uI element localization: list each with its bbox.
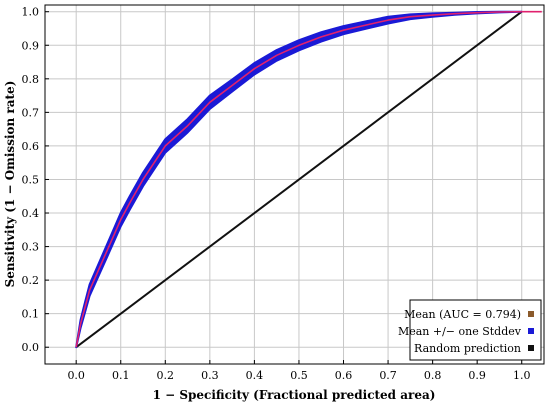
legend-label-mean: Mean (AUC = 0.794) — [404, 308, 521, 321]
y-axis-title: Sensitivity (1 − Omission rate) — [3, 81, 17, 288]
legend-marker-mean — [528, 311, 534, 317]
legend-label-stddev: Mean +/− one Stddev — [398, 325, 522, 338]
mean-roc-line — [75, 10, 522, 348]
y-tick-label: 0.2 — [22, 274, 40, 287]
x-tick-label: 0.1 — [112, 369, 130, 382]
legend-marker-random — [528, 345, 534, 351]
x-tick-label: 0.0 — [67, 369, 85, 382]
x-tick-label: 0.8 — [424, 369, 442, 382]
y-tick-label: 0.8 — [22, 73, 40, 86]
legend-marker-stddev — [528, 328, 534, 334]
legend-box — [409, 299, 542, 361]
x-tick-label: 1.0 — [513, 369, 531, 382]
y-tick-label: 0.5 — [22, 173, 40, 186]
x-tick-label: 0.4 — [246, 369, 264, 382]
y-axis-ticks: 0.0 0.1 0.2 0.3 0.4 0.5 0.6 0.7 0.8 0.9 1.0 — [22, 6, 49, 354]
y-tick-label: 0.0 — [22, 341, 40, 354]
y-tick-label: 0.3 — [22, 241, 40, 254]
y-tick-label: 0.6 — [22, 140, 40, 153]
x-tick-label: 0.3 — [201, 369, 219, 382]
x-tick-label: 0.2 — [157, 369, 175, 382]
x-tick-label: 0.6 — [335, 369, 353, 382]
y-tick-label: 0.9 — [22, 39, 40, 52]
random-prediction-line — [75, 10, 523, 349]
y-tick-label: 0.7 — [22, 106, 40, 119]
x-axis-ticks: 0.0 0.1 0.2 0.3 0.4 0.5 0.6 0.7 0.8 0.9 1.0 — [67, 360, 530, 382]
x-tick-label: 0.5 — [290, 369, 308, 382]
x-axis-title: 1 − Specificity (Fractional predicted ar… — [153, 388, 436, 402]
legend: Mean (AUC = 0.794) Mean +/− one Stddev R… — [398, 299, 542, 361]
y-tick-label: 0.4 — [22, 207, 40, 220]
y-tick-label: 1.0 — [22, 6, 40, 19]
x-tick-label: 0.9 — [468, 369, 486, 382]
legend-label-random: Random prediction — [414, 342, 521, 355]
x-tick-label: 0.7 — [379, 369, 397, 382]
series-layer — [75, 10, 542, 349]
y-tick-label: 0.1 — [22, 308, 40, 321]
plot-frame — [44, 4, 545, 365]
